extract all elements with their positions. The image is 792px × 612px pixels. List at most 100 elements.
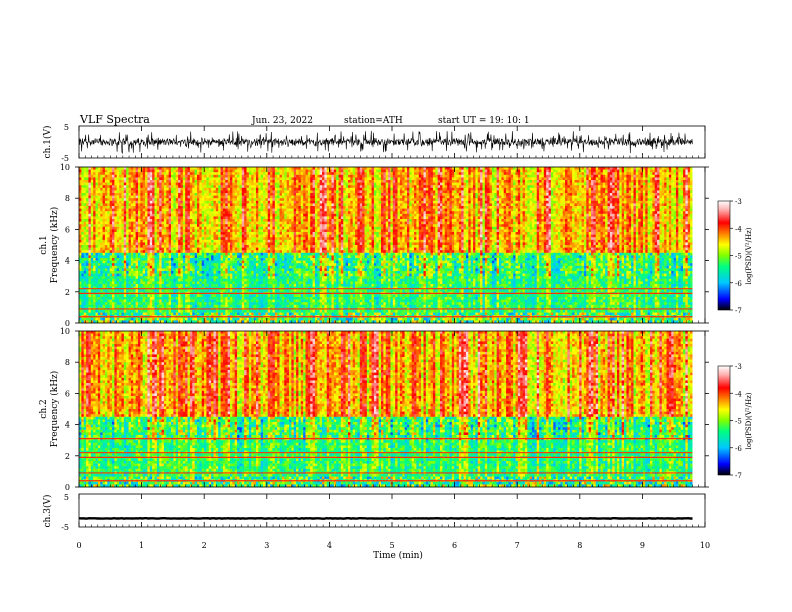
ch1-spec-cell (173, 263, 176, 266)
ch1-spec-cell (166, 255, 169, 258)
ch1-spec-cell (202, 300, 205, 303)
ch1-spec-cell (195, 219, 198, 222)
ch1-spec-cell (155, 274, 158, 277)
ch1-spec-cell (249, 216, 252, 219)
ch1-spec-cell (138, 219, 141, 222)
ch1-spec-cell (185, 206, 188, 209)
ch1-spec-cell (84, 253, 87, 256)
ch1-spec-cell (159, 224, 162, 227)
ch1-spec-cell (213, 253, 216, 256)
ch1-spec-cell (114, 274, 117, 277)
ch1-spec-cell (263, 310, 266, 313)
ch1-spec-cell (270, 227, 273, 230)
ch1-spec-cell (112, 211, 115, 214)
ch1-spec-cell (138, 305, 141, 308)
ch1-spec-cell (119, 229, 122, 232)
ch1-spec-cell (272, 266, 275, 269)
ch1-spec-cell (235, 318, 238, 321)
ch1-spec-cell (126, 274, 129, 277)
ch1-spec-cell (159, 266, 162, 269)
ch1-spec-cell (150, 193, 153, 196)
ch1-spec-cell (147, 268, 150, 271)
ch1-spec-cell (173, 190, 176, 193)
ch1-spec-cell (93, 300, 96, 303)
ch1-spec-cell (129, 263, 132, 266)
ch1-spec-cell (124, 305, 127, 308)
ch1-spec-cell (173, 271, 176, 274)
ch1-spec-cell (133, 193, 136, 196)
ch1-spec-cell (206, 216, 209, 219)
ch1-spec-cell (112, 279, 115, 282)
ch1-spec-cell (263, 229, 266, 232)
ch1-spec-cell (143, 284, 146, 287)
ch1-spec-cell (131, 297, 134, 300)
ch1-spec-cell (239, 263, 242, 266)
ch1-spec-cell (121, 250, 124, 253)
ch1-spec-cell (93, 255, 96, 258)
ch1-spec-cell (166, 318, 169, 321)
ch1-spec-cell (249, 248, 252, 251)
ch1-spec-cell (268, 198, 271, 201)
ch1-spec-cell (117, 318, 120, 321)
ch1-spec-cell (178, 209, 181, 212)
ch1-spec-cell (171, 274, 174, 277)
ch1-spec-cell (157, 305, 160, 308)
ch1-spec-cell (157, 196, 160, 199)
ch1-spec-cell (230, 276, 233, 279)
ch1-spec-cell (159, 284, 162, 287)
ch1-spec-cell (152, 281, 155, 284)
ch1-spec-cell (180, 201, 183, 204)
ch1-spec-cell (91, 300, 94, 303)
ch1-spec-cell (270, 193, 273, 196)
ch1-spec-cell (138, 214, 141, 217)
ch1-spec-cell (138, 224, 141, 227)
ch1-spec-cell (147, 266, 150, 269)
ch1-spec-cell (183, 266, 186, 269)
ch1-spec-cell (88, 190, 91, 193)
ch1-spec-cell (114, 250, 117, 253)
ch1-spec-cell (183, 274, 186, 277)
ch1-spec-cell (270, 294, 273, 297)
ch1-spectrogram-panel: 0246810 ch.1 Frequency (kHz) (39, 163, 709, 328)
ch1-spec-cell (242, 216, 245, 219)
ch1-spec-cell (239, 185, 242, 188)
ch1-spec-cell (114, 248, 117, 251)
ch1-spec-cell (204, 302, 207, 305)
ch1-spec-cell (242, 281, 245, 284)
ch1-spec-cell (145, 276, 148, 279)
ch1-spec-cell (263, 245, 266, 248)
ch1-spec-cell (110, 206, 113, 209)
ch1-spec-cell (93, 271, 96, 274)
ch1-spec-cell (223, 279, 226, 282)
ch1-spec-cell (244, 266, 247, 269)
ch1-spec-cell (218, 167, 221, 170)
ch1-spec-cell (96, 268, 99, 271)
ch1-spec-cell (237, 266, 240, 269)
ch1-spec-cell (247, 167, 250, 170)
ch1-spec-cell (268, 235, 271, 238)
ch1-spec-cell (88, 261, 91, 264)
ch1-spec-cell (96, 193, 99, 196)
ch1-spec-cell (164, 255, 167, 258)
ch1-spec-cell (171, 266, 174, 269)
ch1-spec-cell (86, 201, 89, 204)
ch1-spec-cell (204, 175, 207, 178)
ch1-spec-cell (100, 193, 103, 196)
ch1-spec-cell (103, 266, 106, 269)
ch1-spec-cell (218, 209, 221, 212)
ch1-spec-cell (98, 167, 101, 170)
ch1-spec-cell (84, 170, 87, 173)
ch1-spec-cell (84, 294, 87, 297)
ch1-spec-cell (237, 172, 240, 175)
ch1-spec-cell (105, 250, 108, 253)
ch1-spec-cell (105, 279, 108, 282)
ch1-spec-cell (242, 185, 245, 188)
ch1-spec-cell (157, 206, 160, 209)
ch1-spec-cell (192, 258, 195, 261)
ch1-spec-cell (88, 258, 91, 261)
ch1-spec-cell (124, 289, 127, 292)
ch1-spec-cell (268, 274, 271, 277)
ch1-spec-cell (81, 188, 84, 191)
ch1-spec-cell (150, 175, 153, 178)
ch1-spec-cell (230, 180, 233, 183)
